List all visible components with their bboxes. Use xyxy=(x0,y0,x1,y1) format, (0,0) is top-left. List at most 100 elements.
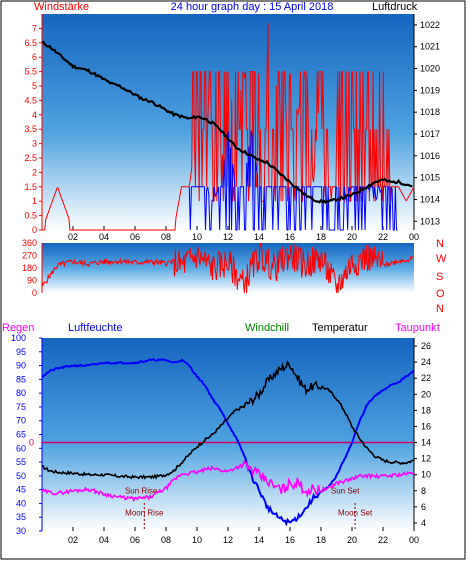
astro-annotation: Moon Set xyxy=(338,509,373,518)
wind-direction-line xyxy=(41,242,414,294)
time-x-tick-label: 00 xyxy=(409,535,419,545)
rain-title: Regen xyxy=(2,322,34,334)
wind-speed-line xyxy=(42,23,415,231)
wind-title: Windstärke xyxy=(34,1,89,13)
direction-y-tick-label: 180 xyxy=(22,263,37,273)
humidity-y-tick-label: 95 xyxy=(16,347,26,357)
time-x-tick-label: 02 xyxy=(68,232,78,242)
direction-y-tick-label: 0 xyxy=(32,288,37,298)
pressure-y-tick-label: 1021 xyxy=(420,42,440,52)
time-x-tick-label: 00 xyxy=(409,232,419,242)
time-x-tick-label: 10 xyxy=(192,535,202,545)
time-x-tick-label: 06 xyxy=(130,535,140,545)
temperature-y-tick-label: 8 xyxy=(421,486,426,496)
time-x-tick-label: 20 xyxy=(347,535,357,545)
time-x-tick-label: 18 xyxy=(316,535,326,545)
wind-pressure-marks: 00.511.522.533.544.555.566.5710131014101… xyxy=(24,20,440,242)
time-x-tick-label: 08 xyxy=(161,535,171,545)
temperature-y-tick-label: 12 xyxy=(421,454,431,464)
pressure-y-tick-label: 1015 xyxy=(420,173,440,183)
direction-y-tick-label: 270 xyxy=(22,251,37,261)
pressure-y-tick-label: 1014 xyxy=(420,194,440,204)
dewpoint-title: Taupunkt xyxy=(395,322,440,334)
temperature-humidity-marks: 3035404550556065707580859095100468101214… xyxy=(11,333,431,545)
direction-panel-background xyxy=(42,243,414,293)
windchill-title: Windchill xyxy=(245,322,289,334)
compass-label: N xyxy=(436,303,444,315)
wind-y-tick-label: 1 xyxy=(32,196,37,206)
temperature-y-tick-label: 18 xyxy=(421,405,431,415)
compass-label: O xyxy=(436,288,445,300)
compass-label: N xyxy=(436,238,444,250)
time-x-tick-label: 06 xyxy=(130,232,140,242)
humidity-line xyxy=(41,358,415,527)
time-x-tick-label: 18 xyxy=(316,232,326,242)
chart-title: 24 hour graph day : 15 April 2018 xyxy=(171,1,334,13)
humidity-y-tick-label: 65 xyxy=(16,430,26,440)
time-x-tick-label: 12 xyxy=(223,535,233,545)
pressure-y-tick-label: 1022 xyxy=(420,20,440,30)
time-x-tick-label: 14 xyxy=(254,535,264,545)
temperature-y-tick-label: 4 xyxy=(421,518,426,528)
wind-y-tick-label: 0 xyxy=(32,225,37,235)
temperature-y-tick-label: 24 xyxy=(421,357,431,367)
temperature-y-tick-label: 26 xyxy=(421,341,431,351)
pressure-y-tick-label: 1013 xyxy=(420,216,440,226)
humidity-y-tick-label: 70 xyxy=(16,416,26,426)
time-x-tick-label: 20 xyxy=(347,232,357,242)
humidity-title: Luftfeuchte xyxy=(68,322,122,334)
humidity-y-tick-label: 90 xyxy=(16,361,26,371)
humidity-y-tick-label: 40 xyxy=(16,498,26,508)
dewpoint-line xyxy=(41,459,415,503)
time-x-tick-label: 22 xyxy=(378,535,388,545)
wind-y-tick-label: 1.5 xyxy=(24,182,37,192)
temperature-y-tick-label: 22 xyxy=(421,373,431,383)
pressure-y-tick-label: 1016 xyxy=(420,151,440,161)
temperature-y-tick-label: 16 xyxy=(421,421,431,431)
humidity-y-tick-label: 35 xyxy=(16,512,26,522)
humidity-y-tick-label: 85 xyxy=(16,374,26,384)
wind-y-tick-label: 6 xyxy=(32,52,37,62)
astro-annotation: Sun Rise xyxy=(125,487,158,496)
humidity-y-tick-label: 80 xyxy=(16,388,26,398)
time-x-tick-label: 16 xyxy=(285,535,295,545)
humidity-y-tick-label: 100 xyxy=(11,333,26,343)
time-x-tick-label: 04 xyxy=(99,535,109,545)
temperature-title: Temperatur xyxy=(312,322,368,334)
pressure-line xyxy=(41,40,413,205)
wind-y-tick-label: 4 xyxy=(32,110,37,120)
temperature-y-tick-label: 20 xyxy=(421,389,431,399)
humidity-y-tick-label: 55 xyxy=(16,457,26,467)
direction-y-tick-label: 90 xyxy=(27,276,37,286)
humidity-y-tick-label: 45 xyxy=(16,485,26,495)
wind-y-tick-label: 2.5 xyxy=(24,153,37,163)
wind-y-tick-label: 7 xyxy=(32,23,37,33)
astro-annotation: Moon Rise xyxy=(125,509,164,518)
compass-label: W xyxy=(436,253,447,265)
humidity-y-tick-label: 60 xyxy=(16,443,26,453)
compass-label: S xyxy=(436,271,443,283)
humidity-y-tick-label: 75 xyxy=(16,402,26,412)
wind-y-tick-label: 3.5 xyxy=(24,124,37,134)
time-x-tick-label: 04 xyxy=(99,232,109,242)
time-x-tick-label: 12 xyxy=(223,232,233,242)
temperature-y-tick-label: 10 xyxy=(421,470,431,480)
pressure-y-tick-label: 1017 xyxy=(420,129,440,139)
wind-y-tick-label: 3 xyxy=(32,139,37,149)
time-x-tick-label: 08 xyxy=(161,232,171,242)
pressure-y-tick-label: 1018 xyxy=(420,107,440,117)
humidity-y-tick-label: 50 xyxy=(16,471,26,481)
zero-label: 0 xyxy=(29,438,34,448)
wind-y-tick-label: 2 xyxy=(32,167,37,177)
temp-panel-background xyxy=(42,338,414,531)
time-x-tick-label: 22 xyxy=(378,232,388,242)
wind-y-tick-label: 0.5 xyxy=(24,211,37,221)
pressure-title: Luftdruck xyxy=(372,1,418,13)
time-x-tick-label: 14 xyxy=(254,232,264,242)
humidity-y-tick-label: 30 xyxy=(16,526,26,536)
pressure-y-tick-label: 1019 xyxy=(420,85,440,95)
